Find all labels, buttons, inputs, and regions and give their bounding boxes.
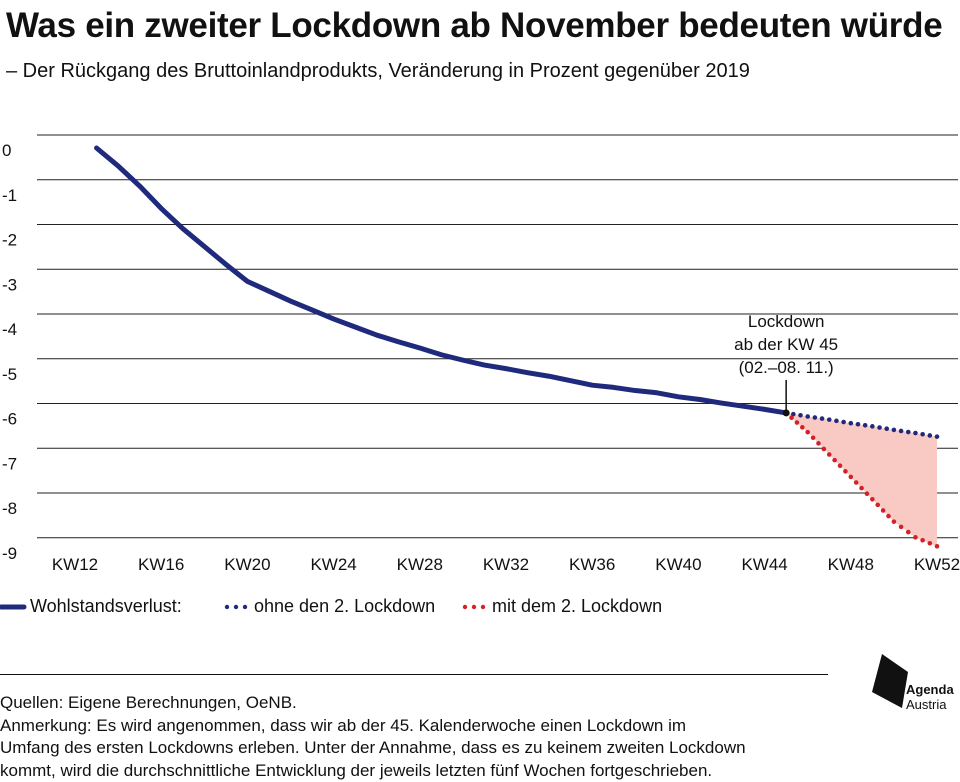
y-tick-label: -5: [2, 365, 17, 384]
series-dot: [816, 441, 821, 446]
series-dot: [920, 538, 925, 543]
series-dot: [891, 519, 897, 524]
series-dot: [886, 513, 891, 519]
series-dot: [913, 430, 918, 436]
x-tick-label: KW24: [310, 555, 356, 574]
logo-shape-icon: [872, 654, 908, 708]
legend-item-mit-lockdown: mit dem 2. Lockdown: [462, 596, 662, 617]
y-tick-label: -2: [2, 231, 17, 250]
annotation-text-line: Lockdown: [748, 312, 825, 331]
series-dot: [826, 417, 832, 422]
series-dot: [794, 420, 800, 425]
y-tick-label: -3: [2, 275, 17, 294]
legend-label: Wohlstandsverlust:: [30, 596, 182, 616]
logo-agenda-austria: Agenda Austria: [864, 652, 960, 712]
note-line: kommt, wird die durchschnittliche Entwic…: [0, 760, 713, 780]
logo-text-agenda: Agenda: [906, 682, 954, 697]
series-dot: [880, 508, 886, 513]
series-dot: [891, 427, 897, 433]
series-dot: [805, 429, 810, 435]
series-dotted-mit-lockdown: [783, 410, 940, 549]
annotation-text-line: (02.–08. 11.): [739, 358, 834, 377]
series-dot: [859, 485, 864, 491]
series-dot: [920, 431, 925, 437]
series-dot: [864, 491, 870, 496]
legend-swatch-solid: [0, 604, 27, 609]
series-dot: [843, 469, 848, 474]
series-dot: [800, 425, 805, 430]
series-line-wohlstandsverlust: [94, 145, 789, 416]
series-dot: [934, 434, 940, 439]
y-tick-label: -1: [2, 186, 17, 205]
legend-swatch-red-dotted: [462, 604, 486, 609]
series-dot: [798, 413, 803, 418]
series-dot: [821, 446, 827, 452]
legend-label: mit dem 2. Lockdown: [492, 596, 663, 616]
footer-divider: [0, 674, 828, 675]
x-tick-label: KW16: [138, 555, 184, 574]
chart-canvas: 0 -1 -2 -3 -4 -5 -6 -7 -8 -9 KW12 KW16 KW20 KW24 KW28 K…: [2, 134, 960, 574]
series-dot: [862, 423, 868, 428]
series-dot: [819, 416, 825, 421]
annotation-marker: [782, 409, 790, 417]
legend-item-ohne-lockdown: ohne den 2. Lockdown: [224, 596, 435, 617]
y-tick-label: -7: [2, 454, 17, 473]
x-tick-label: KW28: [397, 555, 443, 574]
note-line: Umfang des ersten Lockdowns erleben. Unt…: [0, 738, 746, 757]
y-tick-label: -8: [2, 499, 17, 518]
series-dot: [870, 424, 875, 429]
series-dot: [913, 535, 918, 540]
annotation-text-line: ab der KW 45: [734, 335, 838, 354]
shaded-area: [786, 412, 937, 547]
series-dot: [884, 426, 890, 432]
x-tick-label: KW44: [741, 555, 787, 574]
footer-notes: Quellen: Eigene Berechnungen, OeNB. Anme…: [0, 692, 900, 782]
series-dot: [805, 414, 810, 419]
legend-label: ohne den 2. Lockdown: [254, 596, 436, 616]
series-dot: [853, 480, 859, 485]
series-dot: [934, 543, 940, 549]
x-tick-label: KW52: [914, 555, 960, 574]
series-dot: [870, 496, 875, 502]
series-dot: [837, 463, 843, 469]
series-dot: [841, 419, 846, 425]
series-dot: [877, 425, 882, 430]
sources-text: Quellen: Eigene Berechnungen, OeNB.: [0, 693, 297, 712]
series-dot: [789, 415, 794, 421]
legend: Wohlstandsverlust: ohne den 2. Lockdown …: [0, 596, 960, 620]
chart-subtitle: – Der Rückgang des Bruttoinlandprodukts,…: [6, 60, 750, 82]
x-tick-label: KW20: [224, 555, 270, 574]
legend-swatch-blue-dotted: [224, 604, 248, 609]
x-tick-label: KW12: [52, 555, 98, 574]
x-tick-label: KW36: [569, 555, 615, 574]
y-tick-label: -9: [2, 544, 17, 563]
series-dot: [810, 435, 816, 441]
y-tick-label: -6: [2, 410, 17, 429]
series-dot: [848, 420, 854, 426]
logo-text-austria: Austria: [906, 697, 947, 712]
series-dot: [855, 421, 861, 427]
note-line: Anmerkung: Es wird angenommen, dass wir …: [0, 715, 687, 735]
series-dot: [832, 457, 837, 463]
series-dot: [812, 415, 818, 420]
series-dot: [905, 429, 911, 435]
x-tick-label: KW32: [483, 555, 529, 574]
series-dot: [927, 540, 933, 546]
legend-item-wohlstandsverlust: Wohlstandsverlust:: [0, 596, 182, 617]
x-tick-label: KW48: [828, 555, 874, 574]
y-tick-label: 0: [2, 141, 11, 160]
x-tick-label: KW40: [655, 555, 701, 574]
series-dot: [848, 474, 854, 480]
series-dot: [875, 502, 881, 508]
series-dot: [898, 524, 904, 530]
y-tick-label: -4: [2, 320, 17, 339]
series-dot: [927, 433, 933, 438]
series-dot: [834, 418, 839, 424]
series-dot: [826, 452, 832, 457]
chart-title: Was ein zweiter Lockdown ab November bed…: [6, 6, 943, 45]
series-dot: [898, 428, 904, 434]
series-dot: [791, 411, 796, 417]
series-dot: [905, 529, 911, 535]
